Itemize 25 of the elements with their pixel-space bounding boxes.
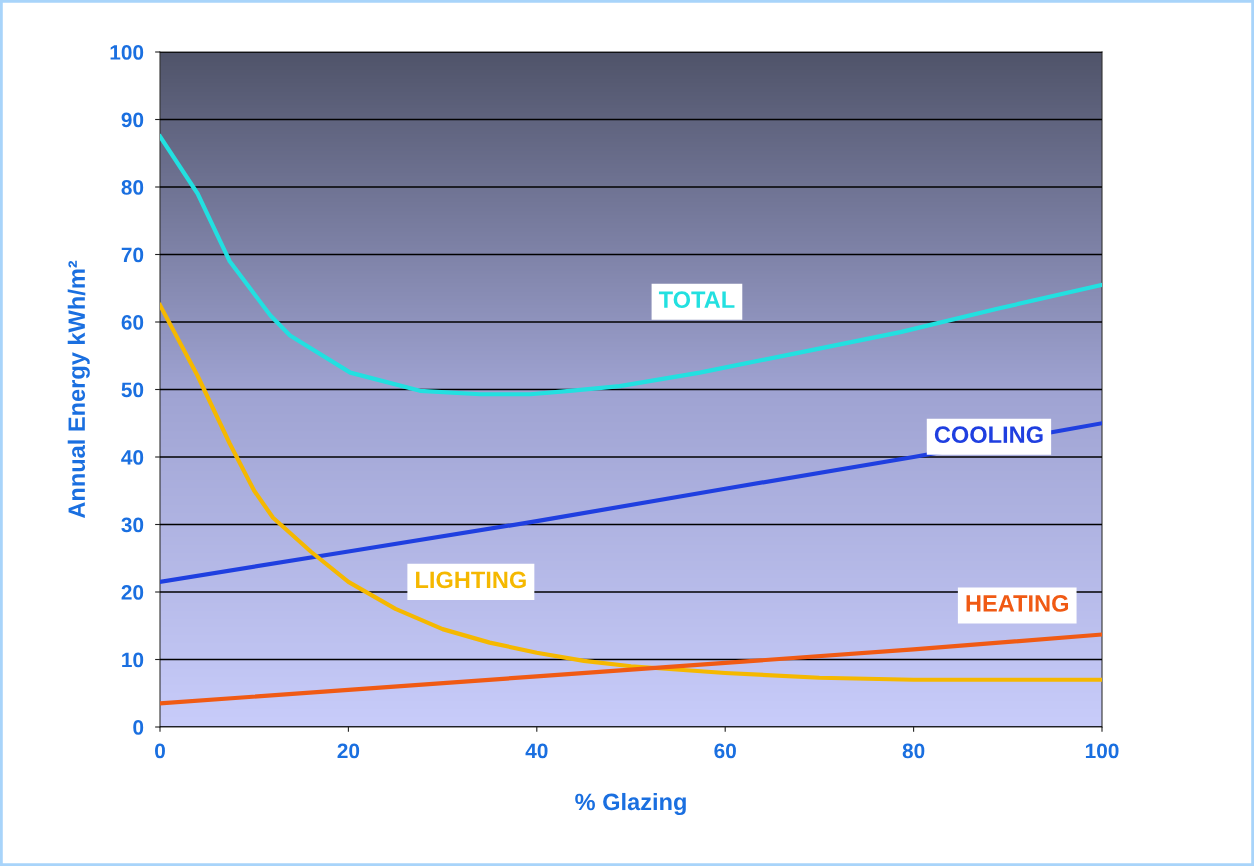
y-tick-label: 20 (121, 585, 144, 600)
line-series (160, 134, 1102, 397)
y-tick-label: 90 (121, 112, 144, 128)
y-tick-label: 100 (110, 45, 144, 60)
y-tick-label: 30 (121, 517, 144, 533)
y-tick-label: 80 (121, 180, 144, 195)
text: TOTAL (658, 291, 735, 309)
y-tick-label: 50 (121, 382, 144, 398)
series-label: LIGHTING (416, 571, 526, 589)
x-axis-title: % Glazing (575, 792, 686, 816)
x-tick-label: 80 (902, 743, 925, 759)
y-tick-label: 40 (121, 450, 144, 465)
x-tick-label: 60 (714, 743, 736, 759)
x-tick-label: 20 (337, 743, 360, 759)
y-tick-label: 70 (121, 247, 144, 263)
y-axis-title: Annual Energy kWh/m² (67, 260, 90, 519)
line-series (160, 632, 1102, 706)
x-tick-label: 40 (525, 743, 548, 759)
series-label: HEATING (966, 595, 1069, 612)
x-tick-label: 0 (155, 743, 165, 759)
x-tick-label: 100 (1085, 743, 1119, 759)
y-tick-label: 10 (122, 652, 144, 668)
series-label: COOLING (934, 426, 1043, 444)
y-tick-label: 60 (121, 315, 144, 330)
y-tick-label: 0 (133, 720, 144, 735)
